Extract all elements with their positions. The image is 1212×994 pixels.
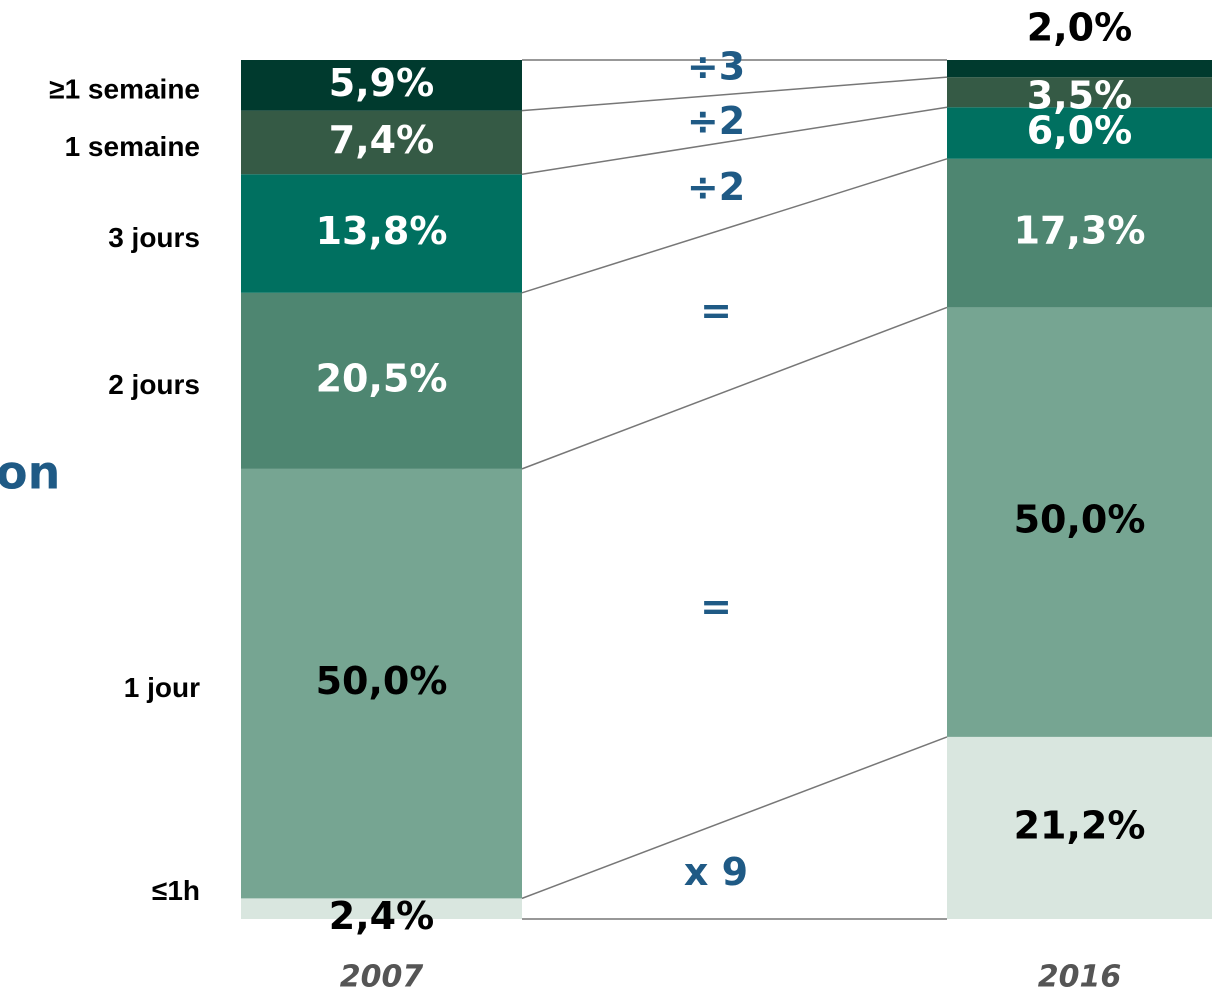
chart-title: on [0,446,60,500]
connector [521,76,948,112]
annotation: ÷3 [687,44,745,88]
legend-label: ≤1h [152,875,200,906]
legend-label: 1 jour [124,672,200,703]
value-label: 7,4% [329,118,434,162]
bar-segment [947,307,1212,737]
x-tick-label: 2016 [1038,960,1122,994]
connector [521,736,948,900]
connector [521,106,948,175]
annotation: x 9 [684,850,748,894]
value-label: 5,9% [329,61,434,105]
legend-label: 1 semaine [65,131,200,162]
bar-segment [241,898,522,919]
value-label: 17,3% [1014,209,1146,253]
bar-segment [947,60,1212,78]
annotation: ÷2 [687,165,745,209]
annotation: ÷2 [687,99,745,143]
connector [521,158,948,294]
bar-segment [947,736,1212,919]
bar-segment [241,292,522,469]
value-label: 2,4% [329,894,434,938]
bar-segment [241,60,522,111]
value-label: 50,0% [1014,498,1146,542]
x-tick-label: 2007 [340,960,424,994]
value-label: 50,0% [316,659,448,703]
value-label: 3,5% [1027,74,1132,118]
annotation: = [700,288,732,332]
value-label: 2,0% [1027,6,1132,50]
value-label: 21,2% [1014,803,1146,847]
bar-segment [241,468,522,899]
legend-label: 2 jours [108,369,200,400]
bar-segment [947,158,1212,308]
bar-segment [241,174,522,293]
value-label: 13,8% [316,209,448,253]
bar-segment [947,107,1212,159]
annotation: = [700,584,732,628]
value-label: 20,5% [316,356,448,400]
legend-label: 3 jours [108,222,200,253]
bar-segment [947,77,1212,108]
connector [521,306,948,470]
bar-segment [241,110,522,175]
value-label: 6,0% [1027,109,1132,153]
legend-label: ≥1 semaine [49,74,200,105]
